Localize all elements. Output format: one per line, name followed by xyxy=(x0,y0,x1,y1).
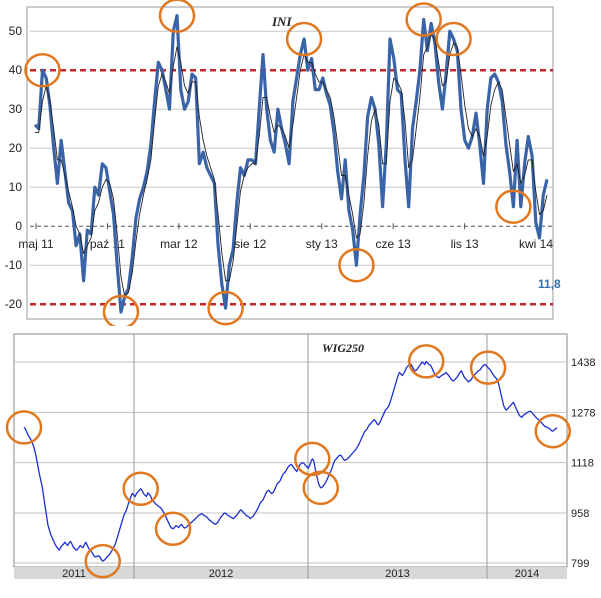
ini-y-tick-label: -20 xyxy=(5,297,23,311)
wig-x-tick-label: 2012 xyxy=(209,568,233,580)
ini-x-tick-label: paź 11 xyxy=(90,237,125,251)
ini-x-tick-label: sie 12 xyxy=(234,237,266,251)
ini-last-value-label: 11,8 xyxy=(538,277,561,291)
wig-y-tick-label: 1118 xyxy=(571,458,594,470)
ini-x-tick-label: lis 13 xyxy=(451,237,479,251)
ini-plot-frame xyxy=(26,6,554,320)
ini-x-tick-label: maj 11 xyxy=(18,237,53,251)
ini-series-moving-average-line xyxy=(35,34,548,297)
ini-chart-panel: -20 -10 0 10 20 30 40 50 maj 11 paź 11 mar 12 sie … xyxy=(4,0,562,330)
ini-y-tick-label: 30 xyxy=(9,102,23,116)
ini-highlight-circle xyxy=(435,21,472,57)
ini-y-tick-label: 0 xyxy=(15,219,22,233)
ini-y-tick-label: 40 xyxy=(9,63,23,77)
wig-background xyxy=(0,326,601,593)
ini-highlight-circle xyxy=(24,52,61,88)
wig-y-tick-label: 1278 xyxy=(571,407,595,419)
ini-highlight-circle xyxy=(338,247,375,283)
wig-highlight-circle xyxy=(302,470,339,506)
wig-x-tick-label: 2014 xyxy=(515,568,539,580)
wig-x-tick-labels: 2011 2012 2013 2014 xyxy=(62,568,539,580)
ini-highlight-circle xyxy=(158,0,196,33)
wig-highlight-circle xyxy=(407,344,445,379)
wig-gridlines xyxy=(14,334,567,579)
ini-x-tick-label: sty 13 xyxy=(306,237,338,251)
wig-highlight-circle xyxy=(122,471,159,507)
ini-series-lines xyxy=(33,14,549,314)
ini-highlight-circle xyxy=(495,189,532,224)
ini-highlight-circle xyxy=(405,2,442,37)
wig250-chart-panel: 799 958 1118 1278 1438 2011 2012 2013 2014 WIG2… xyxy=(0,326,601,593)
wig-highlight-circle xyxy=(534,413,572,449)
wig-x-axis-band xyxy=(14,567,567,579)
wig-x-tick-label: 2011 xyxy=(62,568,86,580)
ini-series-thick-line xyxy=(33,14,549,314)
ini-highlight-circle xyxy=(285,21,323,57)
wig-highlight-circle xyxy=(84,543,122,579)
wig-y-tick-label: 799 xyxy=(571,558,589,570)
ini-y-tick-labels: -20 -10 0 10 20 30 40 50 xyxy=(5,24,23,311)
wig-highlight-circles xyxy=(5,344,572,579)
wig-x-tick-label: 2013 xyxy=(385,568,409,580)
ini-y-tick-label: 10 xyxy=(9,180,23,194)
ini-highlight-circle xyxy=(207,290,244,326)
ini-chart-title: INI xyxy=(271,14,292,29)
wig-highlight-circle xyxy=(469,350,507,385)
wig-highlight-circle xyxy=(154,511,192,546)
ini-y-tick-label: -10 xyxy=(5,258,23,272)
ini-reference-lines xyxy=(30,68,553,306)
wig-highlight-circle xyxy=(5,410,43,445)
wig-y-tick-label: 1438 xyxy=(571,357,595,369)
wig-chart-title: WIG250 xyxy=(322,341,364,355)
ini-y-tick-label: 50 xyxy=(9,24,23,38)
wig-y-tick-label: 958 xyxy=(571,508,589,520)
ini-x-tick-label: kwi 14 xyxy=(519,237,553,251)
ini-x-tick-label: mar 12 xyxy=(160,237,198,251)
ini-x-tick-label: cze 13 xyxy=(375,237,411,251)
wig-y-tick-labels: 799 958 1118 1278 1438 xyxy=(571,357,595,570)
ini-y-tick-label: 20 xyxy=(9,141,23,155)
